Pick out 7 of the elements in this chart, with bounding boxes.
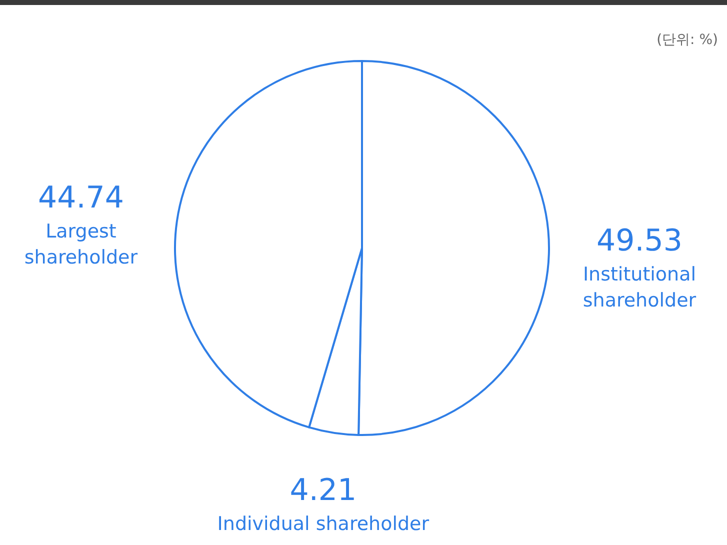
slice-label: Largest shareholder — [24, 220, 138, 268]
data-label: 44.74 — [38, 180, 124, 216]
slice-label: Institutional shareholder — [582, 264, 696, 312]
text: (단위: %) — [656, 32, 718, 48]
data-label: 4.21 — [290, 473, 357, 508]
data-label: 49.53 — [596, 224, 682, 259]
slice-label: Individual shareholder — [217, 513, 430, 536]
